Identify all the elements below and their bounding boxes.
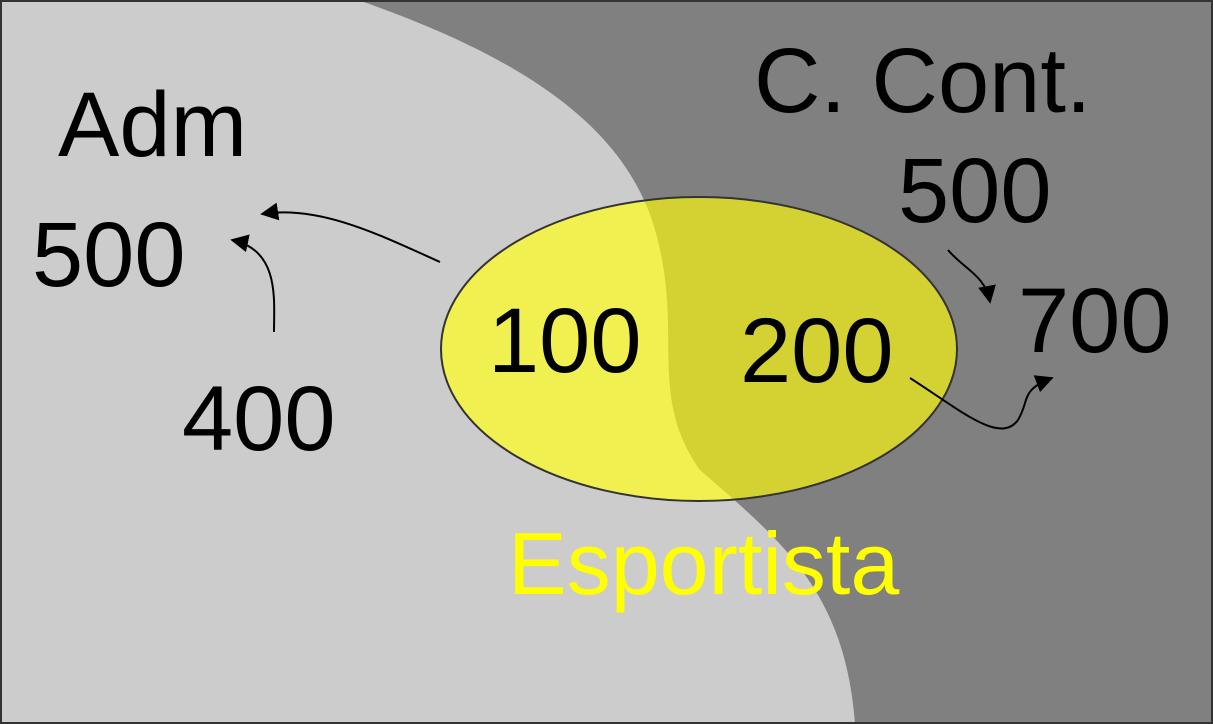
cont-sub-value: 700 (1018, 270, 1172, 372)
arrow-200-to-700 (909, 375, 1054, 430)
arrow-500-to-700 (947, 249, 996, 304)
adm-label: Adm (58, 74, 247, 176)
arrow-100-to-adm (260, 202, 441, 263)
adm-value: 500 (32, 204, 186, 306)
arrow-400-to-adm (230, 234, 276, 333)
adm-sub-value: 400 (182, 368, 336, 470)
cont-value: 500 (898, 140, 1052, 242)
esportista-cont-part: 200 (740, 300, 894, 402)
esportista-ellipse-outline (440, 196, 958, 502)
esportista-adm-part: 100 (488, 290, 642, 392)
esportista-label: Esportista (508, 514, 899, 613)
cont-label: C. Cont. (754, 30, 1091, 132)
